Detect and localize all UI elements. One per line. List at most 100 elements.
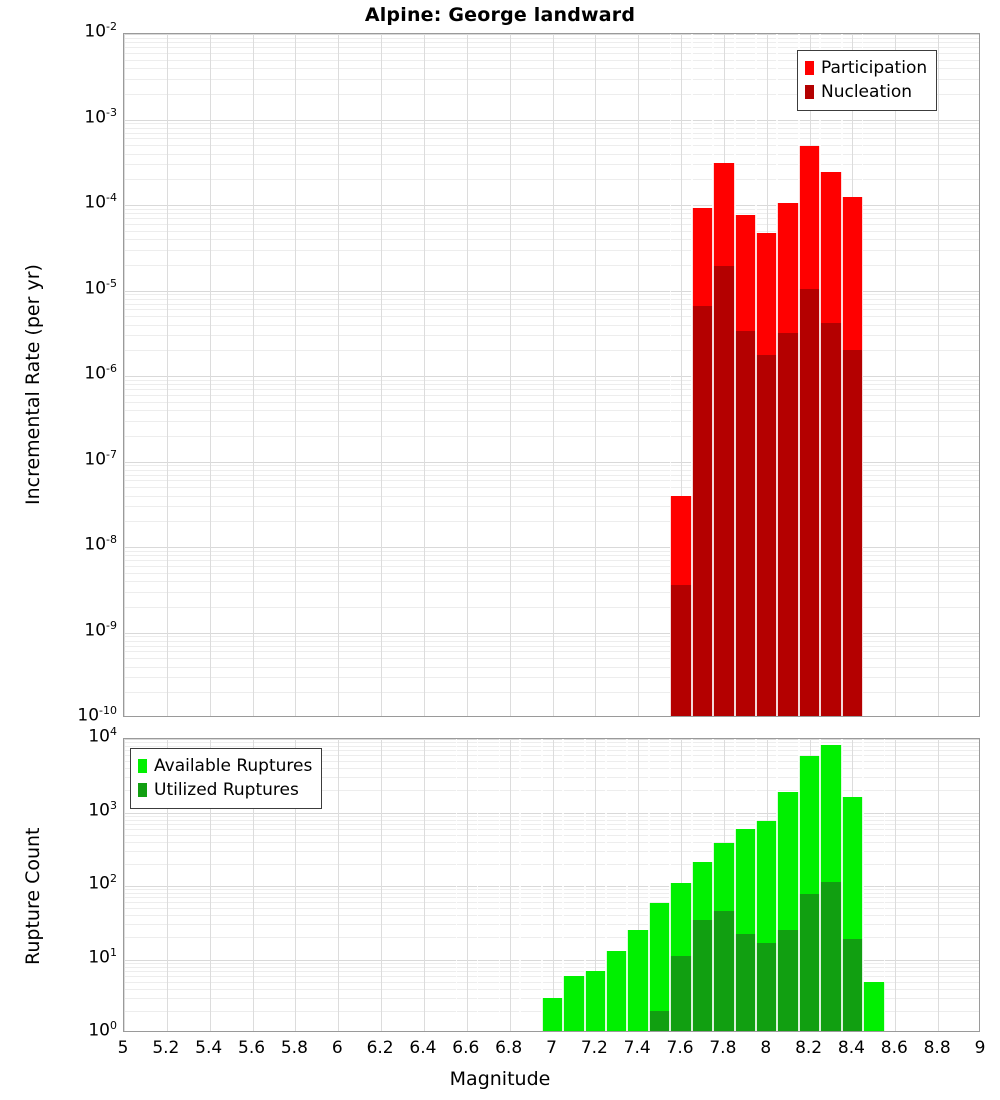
y-gridline-minor [124, 487, 979, 488]
y-gridline-minor [124, 989, 979, 990]
legend-item-available-ruptures: Available Ruptures [138, 754, 312, 778]
x-tick-label: 5.8 [280, 1038, 308, 1058]
bar-rupture-count-utilized-ruptures [734, 934, 757, 1031]
x-gridline [210, 739, 211, 1031]
bar-edge [798, 34, 800, 716]
x-gridline [424, 34, 425, 716]
y-gridline-major [124, 633, 979, 634]
y-gridline-minor [124, 790, 979, 791]
y-gridline-minor [124, 889, 979, 890]
x-gridline [253, 739, 254, 1031]
y-gridline-minor [124, 335, 979, 336]
bar-incremental-rate-nucleation [777, 332, 799, 716]
y-gridline-minor [124, 470, 979, 471]
x-tick-label: 5.6 [238, 1038, 266, 1058]
x-gridline [210, 34, 211, 716]
x-tick-label: 6 [331, 1038, 343, 1058]
y-gridline-minor [124, 309, 979, 310]
x-tick-label: 6.4 [409, 1038, 437, 1058]
y-gridline-minor [124, 384, 979, 385]
y-gridline-minor [124, 816, 979, 817]
y-gridline-minor [124, 521, 979, 522]
bar-edge [734, 739, 736, 1031]
bar-edge [626, 739, 628, 1031]
y-gridline-minor [124, 480, 979, 481]
y-tick-label: 104 [88, 725, 117, 747]
x-gridline [338, 34, 339, 716]
bar-edge [605, 739, 607, 1031]
y-gridline-minor [124, 667, 979, 668]
bar-rupture-count-utilized-ruptures [670, 956, 692, 1031]
y-tick-label: 10-4 [84, 191, 117, 213]
bar-edge [712, 739, 714, 1031]
bar-edge [562, 739, 564, 1031]
y-gridline-minor [124, 581, 979, 582]
y-gridline-major [124, 739, 979, 740]
x-gridline [681, 34, 682, 716]
y-tick-label: 101 [88, 945, 117, 968]
bar-edge [606, 739, 608, 1031]
bar-rupture-count-available-ruptures [863, 981, 885, 1031]
bar-rupture-count-utilized-ruptures [777, 930, 799, 1031]
y-gridline-minor [124, 592, 979, 593]
bar-edge [670, 739, 672, 1031]
y-gridline-minor [124, 304, 979, 305]
rupture-count-legend: Available Ruptures Utilized Ruptures [130, 748, 323, 809]
bar-edge [777, 739, 779, 1031]
y-tick-label: 10-9 [84, 618, 117, 641]
x-axis-label: Magnitude [449, 1068, 551, 1090]
bar-edge [669, 739, 671, 1031]
y-gridline-minor [124, 976, 979, 977]
y-gridline-minor [124, 908, 979, 909]
y-gridline-minor [124, 636, 979, 637]
y-gridline-minor [124, 316, 979, 317]
bar-edge [840, 739, 842, 1031]
x-gridline [167, 34, 168, 716]
x-gridline [295, 739, 296, 1031]
y-tick-label: 102 [88, 872, 117, 894]
rupture-count-y-axis-label: Rupture Count [22, 827, 44, 966]
x-gridline [938, 739, 939, 1031]
bar-edge [733, 739, 735, 1031]
bar-edge [840, 34, 842, 716]
x-tick-label: 8.2 [795, 1038, 823, 1058]
y-gridline-major [124, 205, 979, 206]
y-gridline-minor [124, 842, 979, 843]
y-gridline-major [124, 462, 979, 463]
bar-rupture-count-utilized-ruptures [756, 942, 778, 1031]
y-gridline-minor [124, 566, 979, 567]
y-gridline-major [124, 547, 979, 548]
rupture-count-canvas [124, 739, 979, 1031]
bar-edge [690, 739, 692, 1031]
y-gridline-minor [124, 777, 979, 778]
x-tick-label: 8.8 [923, 1038, 951, 1058]
y-tick-label: 10-5 [84, 276, 117, 299]
y-gridline-minor [124, 209, 979, 210]
bar-rupture-count-utilized-ruptures [798, 893, 821, 1031]
bar-rupture-count-available-ruptures [606, 951, 628, 1031]
x-gridline [467, 739, 468, 1031]
y-gridline-minor [124, 465, 979, 466]
x-gridline [595, 34, 596, 716]
bar-edge [690, 34, 692, 716]
y-gridline-minor [124, 164, 979, 165]
y-tick-label: 10-3 [84, 105, 117, 128]
y-gridline-minor [124, 265, 979, 266]
y-gridline-minor [124, 646, 979, 647]
y-gridline-minor [124, 742, 979, 743]
y-gridline-minor [124, 692, 979, 693]
x-gridline [338, 739, 339, 1031]
legend-label-utilized-ruptures: Utilized Ruptures [154, 779, 299, 800]
x-tick-label: 8.6 [880, 1038, 908, 1058]
y-gridline-minor [124, 982, 979, 983]
bar-rupture-count-utilized-ruptures [820, 881, 842, 1031]
bar-rupture-count-available-ruptures [563, 975, 585, 1031]
bar-incremental-rate-nucleation [798, 288, 821, 716]
y-gridline-minor [124, 402, 979, 403]
participation-color-swatch [805, 61, 814, 75]
x-tick-label: 7 [546, 1038, 557, 1058]
bar-incremental-rate-nucleation [841, 350, 864, 716]
bar-edge [563, 739, 565, 1031]
y-gridline-minor [124, 60, 979, 61]
bar-edge [820, 34, 822, 716]
